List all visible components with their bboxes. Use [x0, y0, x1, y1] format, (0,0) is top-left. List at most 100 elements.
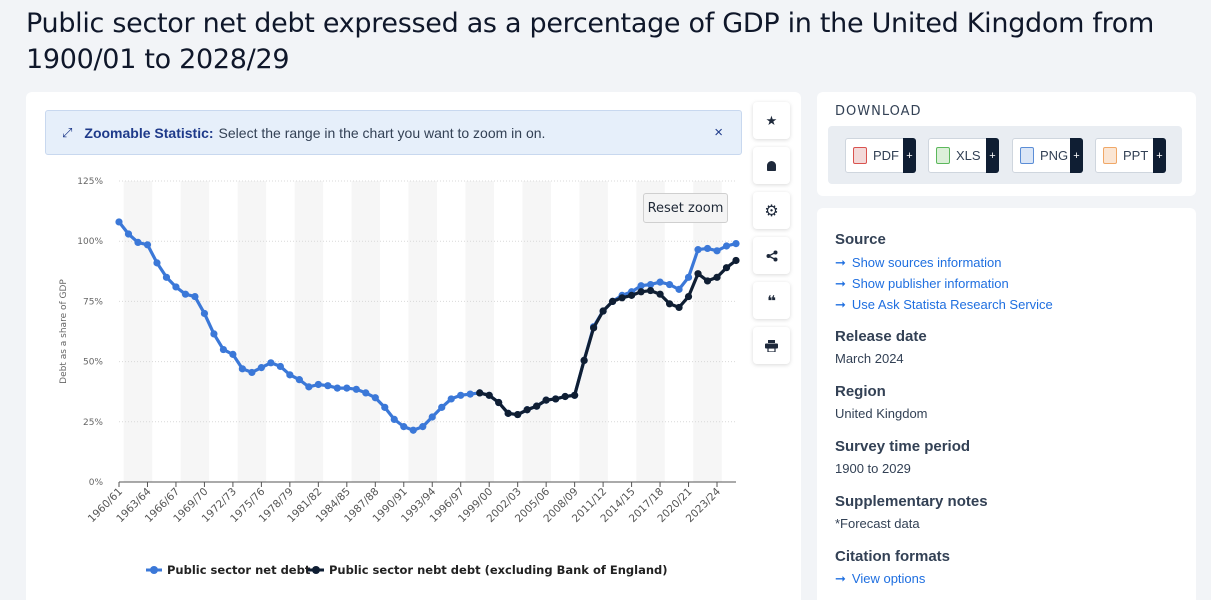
gear-icon: ⚙	[764, 202, 779, 220]
data-point	[703, 277, 712, 285]
plot-band	[123, 181, 153, 482]
data-point	[646, 280, 655, 289]
line-chart[interactable]: 0% 25% 50% 75% 100% 125% Debt as a share of GD…	[26, 92, 801, 600]
data-point	[238, 365, 246, 373]
plot-band	[294, 181, 324, 482]
plus-icon[interactable]: +	[1070, 138, 1083, 173]
source-heading: Source	[835, 231, 886, 248]
research-service-label: Use Ask Statista Research Service	[851, 297, 1053, 312]
data-point	[732, 256, 740, 265]
arrow-right-icon: ➞	[835, 255, 846, 270]
zoom-banner: ⤢ Zoomable Statistic: Select the range i…	[45, 110, 742, 155]
download-pdf-label: PDF	[873, 148, 899, 163]
data-point	[618, 294, 626, 302]
settings-button[interactable]: ⚙	[753, 192, 790, 229]
reset-zoom-button[interactable]: Reset zoom	[643, 193, 728, 223]
plus-icon[interactable]: +	[986, 138, 999, 173]
info-panel: Source ➞ Show sources information ➞ Show p…	[817, 208, 1196, 600]
plus-icon[interactable]: +	[903, 138, 916, 173]
plot-band	[636, 181, 665, 482]
data-point	[504, 409, 512, 417]
expand-icon: ⤢	[62, 124, 73, 140]
quote-icon: ❝	[767, 292, 776, 310]
notification-button[interactable]	[753, 147, 790, 184]
view-options-label: View options	[851, 571, 926, 586]
close-icon[interactable]: ×	[714, 124, 723, 141]
data-point	[248, 368, 256, 377]
data-point	[305, 383, 313, 391]
png-file-icon	[1020, 147, 1034, 164]
release-value: March 2024	[835, 351, 904, 366]
region-heading: Region	[835, 383, 886, 400]
data-point	[172, 283, 180, 291]
release-section: Release date March 2024	[835, 328, 927, 368]
data-point	[447, 395, 455, 403]
plus-icon[interactable]: +	[1153, 138, 1166, 173]
arrow-right-icon: ➞	[835, 571, 846, 586]
data-point	[694, 246, 702, 254]
data-point	[343, 384, 351, 392]
legend-marker	[312, 566, 320, 574]
data-point	[124, 230, 133, 238]
data-point	[210, 330, 218, 338]
data-point	[713, 273, 721, 281]
data-point	[314, 380, 322, 389]
legend-label: Public sector net debt	[167, 563, 311, 577]
download-ppt-button[interactable]: PPT +	[1095, 138, 1166, 173]
arrow-right-icon: ➞	[835, 297, 846, 312]
citation-section: Citation formats ➞ View options	[835, 548, 950, 589]
data-point	[352, 385, 360, 393]
show-sources-link[interactable]: ➞ Show sources information	[835, 252, 1053, 273]
data-point	[646, 286, 655, 295]
download-xls-button[interactable]: XLS +	[928, 138, 999, 173]
data-point	[400, 423, 408, 431]
data-point	[200, 309, 209, 318]
data-point	[637, 282, 645, 290]
data-point	[219, 345, 228, 354]
print-icon	[765, 339, 778, 352]
data-point	[324, 382, 332, 390]
notes-value: *Forecast data	[835, 516, 920, 531]
share-button[interactable]	[753, 237, 790, 274]
data-point	[675, 285, 683, 293]
data-point	[656, 278, 664, 286]
data-point	[665, 280, 674, 289]
data-point	[476, 389, 484, 397]
data-point	[514, 410, 522, 419]
source-section: Source ➞ Show sources information ➞ Show p…	[835, 231, 1053, 315]
region-value: United Kingdom	[835, 406, 928, 421]
y-tick-label: 125%	[77, 177, 103, 187]
notes-heading: Supplementary notes	[835, 493, 988, 510]
view-options-link[interactable]: ➞ View options	[835, 568, 950, 589]
data-point	[609, 297, 617, 305]
cite-button[interactable]: ❝	[753, 282, 790, 319]
y-tick-label: 25%	[83, 418, 103, 428]
zoom-banner-text: Select the range in the chart you want t…	[218, 124, 546, 141]
arrow-right-icon: ➞	[835, 276, 846, 291]
data-point	[732, 240, 740, 248]
bell-icon	[767, 160, 776, 171]
data-point	[552, 395, 560, 403]
data-point	[533, 402, 541, 410]
print-button[interactable]	[753, 327, 790, 364]
data-point	[684, 273, 693, 281]
data-point	[181, 290, 190, 298]
data-point	[286, 371, 294, 379]
y-tick-label: 75%	[83, 297, 103, 307]
series-line	[479, 259, 737, 417]
data-point	[409, 426, 417, 434]
download-pdf-button[interactable]: PDF +	[845, 138, 916, 173]
data-point	[438, 403, 446, 411]
show-publisher-link[interactable]: ➞ Show publisher information	[835, 273, 1053, 294]
y-tick-label: 100%	[77, 237, 103, 247]
download-png-button[interactable]: PNG +	[1012, 138, 1083, 173]
research-service-link[interactable]: ➞ Use Ask Statista Research Service	[835, 294, 1053, 315]
data-point	[419, 423, 427, 431]
favorite-button[interactable]: ★	[753, 102, 790, 139]
period-value: 1900 to 2029	[835, 461, 911, 476]
xls-file-icon	[936, 147, 950, 164]
data-point	[542, 396, 550, 404]
pdf-file-icon	[853, 147, 867, 164]
data-point	[684, 292, 693, 301]
data-point	[703, 244, 712, 253]
